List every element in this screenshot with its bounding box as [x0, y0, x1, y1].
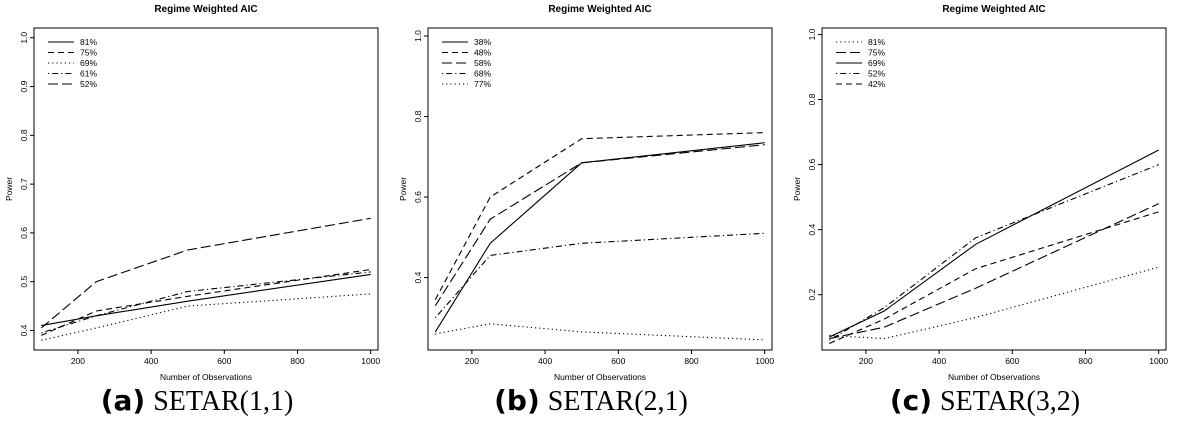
chart-c-xtick-label: 1000 — [1149, 356, 1168, 366]
chart-b-series-line — [435, 323, 765, 341]
chart-a-legend-label: 81% — [80, 37, 97, 47]
chart-a-series-line — [40, 217, 371, 329]
caption-c: (c) SETAR(3,2) — [788, 384, 1182, 418]
chart-c-xtick-label: 200 — [859, 356, 873, 366]
chart-c-legend-label: 75% — [868, 48, 885, 58]
chart-b-ytick-label: 1.0 — [413, 30, 423, 42]
chart-a-xlabel: Number of Observations — [160, 372, 252, 380]
chart-a-ytick-label: 0.9 — [19, 80, 29, 92]
chart-panel-c: Regime Weighted AIC 200 400 600 800 1000 0.2 0.… — [788, 0, 1182, 443]
chart-c-ytick-label: 0.4 — [807, 223, 817, 235]
chart-c-series-line — [829, 266, 1159, 340]
chart-b-series-line — [434, 232, 765, 319]
chart-a-legend-label: 75% — [80, 48, 97, 58]
chart-a-series-line — [41, 268, 371, 336]
chart-c: Regime Weighted AIC 200 400 600 800 1000 0.2 0.… — [792, 4, 1168, 380]
chart-a-ytick-label: 0.8 — [19, 129, 29, 141]
chart-panel-b: Regime Weighted AIC 200 400 600 800 1000 0.4 0.… — [394, 0, 788, 443]
chart-b-ytick-label: 0.8 — [413, 110, 423, 122]
caption-a-name: SETAR(1,1) — [153, 386, 294, 417]
caption-b-name: SETAR(2,1) — [547, 386, 688, 417]
chart-a-xtick-label: 200 — [71, 356, 85, 366]
chart-panel-a: Regime Weighted AIC 200 400 600 800 1000 0.4 0.… — [0, 0, 394, 443]
chart-c-legend-label: 69% — [868, 58, 885, 68]
chart-b-series-line — [434, 132, 765, 300]
chart-a-ytick-label: 1.0 — [19, 32, 29, 44]
chart-b-xtick-label: 600 — [611, 356, 625, 366]
chart-c-series-line — [829, 203, 1159, 340]
caption-a: (a) SETAR(1,1) — [0, 384, 394, 418]
chart-b-series-line — [434, 142, 765, 333]
chart-b-frame — [427, 27, 773, 351]
chart-a-legend-label: 69% — [80, 58, 97, 68]
chart-c-xtick-label: 800 — [1078, 356, 1092, 366]
chart-a-series-line — [41, 271, 371, 334]
chart-a-ytick-label: 0.5 — [19, 276, 29, 288]
chart-b: Regime Weighted AIC 200 400 600 800 1000 0.4 0.… — [398, 4, 774, 380]
chart-a-ytick-label: 0.6 — [19, 227, 29, 239]
chart-c-ytick-label: 0.6 — [807, 158, 817, 170]
chart-a-title: Regime Weighted AIC — [154, 4, 257, 15]
chart-c-legend-label: 81% — [868, 37, 885, 47]
chart-b-xtick-label: 800 — [684, 356, 698, 366]
chart-a-xtick-label: 600 — [217, 356, 231, 366]
chart-a: Regime Weighted AIC 200 400 600 800 1000 0.4 0.… — [4, 4, 380, 380]
chart-b-ytick-label: 0.4 — [413, 271, 423, 283]
chart-a-frame — [33, 27, 379, 351]
chart-c-series-line — [829, 149, 1159, 338]
chart-b-legend-label: 58% — [474, 58, 491, 68]
caption-b: (b) SETAR(2,1) — [394, 384, 788, 418]
chart-a-xtick-label: 400 — [144, 356, 158, 366]
chart-c-frame — [821, 27, 1167, 351]
chart-b-legend-label: 48% — [474, 48, 491, 58]
chart-c-xlabel: Number of Observations — [948, 372, 1040, 380]
chart-b-xlabel: Number of Observations — [554, 372, 646, 380]
chart-b-ytick-label: 0.6 — [413, 191, 423, 203]
chart-a-ytick-label: 0.7 — [19, 178, 29, 190]
chart-c-ytick-label: 0.8 — [807, 93, 817, 105]
chart-b-xtick-label: 400 — [538, 356, 552, 366]
chart-a-xtick-label: 800 — [290, 356, 304, 366]
chart-a-series-line — [41, 273, 371, 327]
chart-a-legend-label: 61% — [80, 69, 97, 79]
chart-b-ylabel: Power — [398, 177, 408, 201]
caption-a-tag: (a) — [100, 384, 146, 417]
chart-b-legend-label: 38% — [474, 37, 491, 47]
caption-c-name: SETAR(3,2) — [940, 386, 1081, 417]
chart-b-xtick-label: 200 — [465, 356, 479, 366]
caption-b-tag: (b) — [494, 384, 540, 417]
chart-b-title: Regime Weighted AIC — [548, 4, 651, 15]
chart-a-ytick-label: 0.4 — [19, 324, 29, 336]
chart-c-ytick-label: 1.0 — [807, 28, 817, 40]
chart-b-legend-label: 77% — [474, 79, 491, 89]
chart-a-xtick-label: 1000 — [361, 356, 380, 366]
caption-c-tag: (c) — [889, 384, 933, 417]
chart-a-legend-label: 52% — [80, 79, 97, 89]
chart-c-title: Regime Weighted AIC — [942, 4, 1045, 15]
chart-c-xtick-label: 400 — [932, 356, 946, 366]
chart-c-legend-label: 52% — [868, 69, 885, 79]
chart-c-series-line — [829, 164, 1159, 341]
chart-a-ylabel: Power — [4, 177, 14, 201]
chart-b-series-line — [434, 144, 765, 306]
chart-c-xtick-label: 600 — [1005, 356, 1019, 366]
chart-c-series-line — [829, 211, 1159, 345]
chart-c-legend-label: 42% — [868, 79, 885, 89]
chart-b-xtick-label: 1000 — [755, 356, 774, 366]
chart-c-ylabel: Power — [792, 177, 802, 201]
chart-c-ytick-label: 0.2 — [807, 289, 817, 301]
chart-b-legend-label: 68% — [474, 69, 491, 79]
